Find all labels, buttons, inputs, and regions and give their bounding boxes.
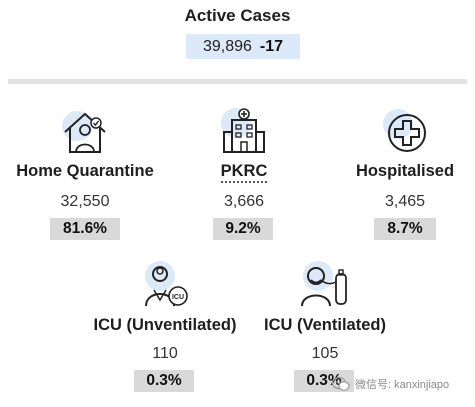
wechat-icon (331, 376, 350, 392)
hospital-building-icon (220, 106, 268, 156)
svg-text:ICU: ICU (172, 294, 184, 301)
icu-unventilated-count: 110 (152, 345, 178, 362)
home-quarantine-label: Home Quarantine (16, 162, 154, 180)
pkrc-percent: 9.2% (213, 218, 273, 240)
doctor-icu-icon: ICU (140, 260, 190, 310)
pkrc-count: 3,666 (223, 193, 265, 210)
pkrc-label-text: PKRC (220, 162, 268, 183)
active-cases-title: Active Cases (184, 6, 291, 25)
wechat-watermark: 微信号: kanxinjiapo (331, 374, 450, 394)
icu-ventilated-label: ICU (Ventilated) (264, 316, 386, 334)
section-divider (8, 79, 467, 84)
icu-unventilated-label: ICU (Unventilated) (93, 316, 237, 334)
hospitalised-count: 3,465 (384, 193, 426, 210)
hospitalised-label: Hospitalised (355, 162, 455, 180)
icu-unventilated-percent: 0.3% (134, 370, 194, 392)
active-cases-count: 39,896 (202, 37, 252, 55)
watermark-text: 微信号: kanxinjiapo (355, 379, 450, 391)
house-person-icon (60, 108, 110, 156)
hospitalised-percent: 8.7% (374, 218, 436, 240)
home-quarantine-count: 32,550 (60, 193, 110, 210)
active-cases-summary: 39,896 -17 (186, 34, 300, 59)
icu-ventilated-count: 105 (311, 345, 339, 362)
patient-ventilator-icon (300, 260, 354, 310)
pkrc-label[interactable]: PKRC (194, 162, 294, 183)
active-cases-change: -17 (259, 37, 284, 55)
home-quarantine-percent: 81.6% (50, 218, 120, 240)
medical-cross-icon (382, 108, 430, 156)
